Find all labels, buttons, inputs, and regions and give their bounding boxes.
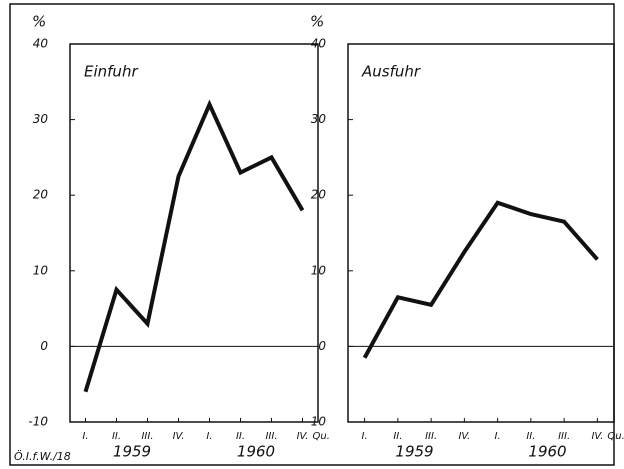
x-tick-label: I. [495, 431, 501, 442]
y-tick-label: 10 [33, 263, 49, 277]
data-line [83, 99, 305, 393]
x-tick-label: III. [558, 431, 570, 442]
y-tick-label: 30 [33, 112, 49, 126]
year-label: 1960 [528, 443, 566, 461]
y-tick-label: 0 [318, 339, 326, 353]
y-tick-label: 30 [311, 112, 327, 126]
x-tick-label: III. [265, 431, 277, 442]
panel-title: Einfuhr [84, 63, 138, 81]
x-tick-label: I. [82, 431, 88, 442]
source: Ö.I.f.W./18 [14, 450, 71, 463]
y-tick-label: 40 [311, 37, 327, 51]
x-tick-label: II. [112, 431, 121, 442]
x-tick-label: IV. [297, 431, 309, 442]
plot-frame [347, 43, 615, 423]
x-tick-label: II. [393, 431, 402, 442]
x-tick-label: II. [526, 431, 535, 442]
y-unit: % [310, 13, 324, 31]
x-tick-label: I. [206, 431, 212, 442]
y-tick-label: 0 [40, 339, 48, 353]
x-tick-label: III. [425, 431, 437, 442]
panel-title: Ausfuhr [361, 63, 421, 81]
y-tick-label: -10 [28, 415, 48, 429]
y-tick-label: 20 [311, 188, 327, 202]
y-tick-label: 40 [33, 37, 49, 51]
plot-frame [69, 43, 319, 423]
x-tick-label: III. [141, 431, 153, 442]
x-tick-label: IV. [458, 431, 470, 442]
x-tick-label: IV. [591, 431, 603, 442]
y-tick-label: 20 [33, 188, 49, 202]
x-tick-label: I. [362, 431, 368, 442]
y-tick-label: 10 [311, 263, 327, 277]
year-label: 1959 [113, 443, 151, 461]
year-label: 1960 [237, 443, 275, 461]
x-unit: Qu. [313, 431, 330, 442]
x-tick-label: IV. [173, 431, 185, 442]
y-unit: % [32, 13, 46, 31]
x-tick-label: II. [236, 431, 245, 442]
data-line [362, 200, 599, 359]
y-tick-label: -10 [306, 415, 326, 429]
x-unit: Qu. [607, 431, 624, 442]
year-label: 1959 [395, 443, 433, 461]
